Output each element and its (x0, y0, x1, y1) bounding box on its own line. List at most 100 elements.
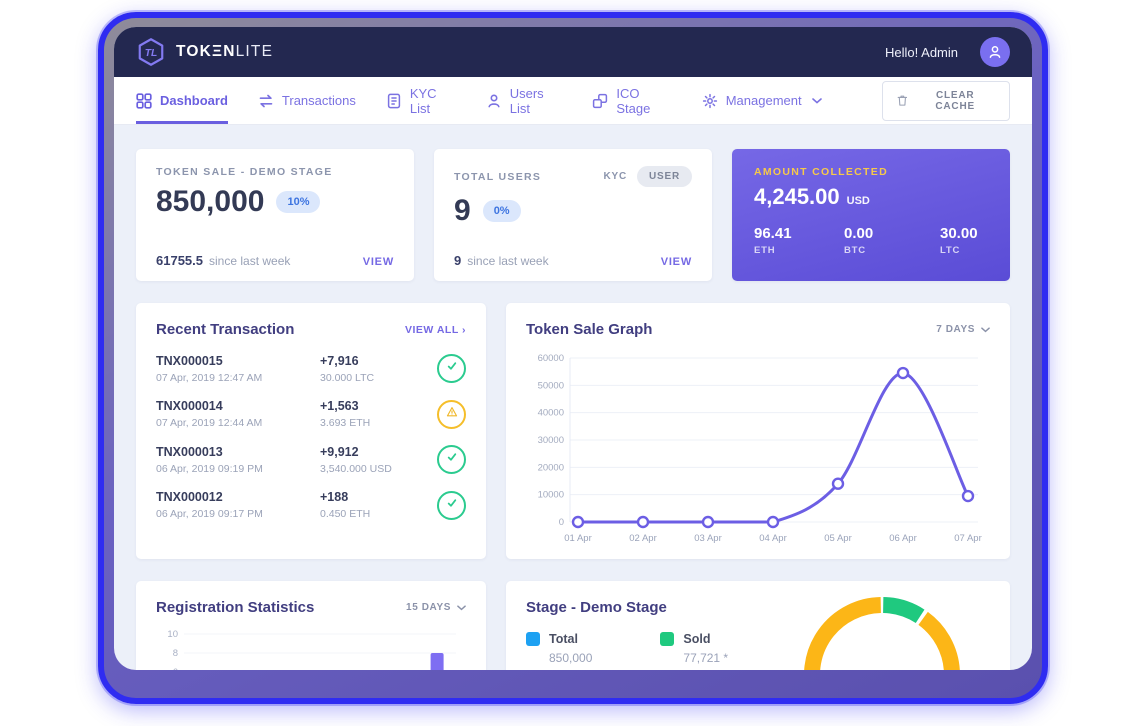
breakdown-value: 30.00 (940, 225, 978, 242)
avatar[interactable] (980, 37, 1010, 67)
nav-item-users-list[interactable]: Users List (486, 77, 563, 124)
nav-item-label: ICO Stage (616, 85, 651, 116)
transaction-row: TNX000013 06 Apr, 2019 09:19 PM +9,912 3,54… (156, 445, 466, 475)
legend-swatch (526, 632, 540, 646)
nav-item-transactions[interactable]: Transactions (258, 77, 356, 124)
nav-item-label: Transactions (281, 93, 356, 108)
svg-text:8: 8 (173, 648, 178, 659)
svg-text:01 Apr: 01 Apr (564, 533, 591, 544)
token-sale-graph-panel: Token Sale Graph 7 DAYS 0 10000 20000 30000… (506, 303, 1010, 559)
gear-icon (702, 93, 718, 109)
total-users-card: TOTAL USERS KYC USER 9 0% 9 since last w… (434, 149, 712, 281)
chevron-down-icon (811, 97, 822, 104)
transaction-row: TNX000012 06 Apr, 2019 09:17 PM +188 0.450 … (156, 490, 466, 520)
user-icon (486, 93, 502, 109)
svg-text:10000: 10000 (538, 490, 564, 501)
view-all-link[interactable]: VIEW ALL › (404, 323, 466, 336)
dashboard-screen: TL TOKΞNLITE Hello! Admin Dashboard Trans… (114, 27, 1032, 670)
svg-text:07 Apr: 07 Apr (954, 533, 981, 544)
token-sale-view-link[interactable]: VIEW (362, 256, 394, 268)
token-sale-delta: 61755.5 (156, 253, 203, 268)
amount-collected-value: 4,245.00 (754, 184, 840, 209)
transaction-id: TNX000012 (156, 490, 223, 504)
legend-item-sold: Sold 77,721 * (660, 632, 728, 665)
navbar: Dashboard Transactions KYC List Users List I… (114, 77, 1032, 125)
svg-text:02 Apr: 02 Apr (629, 533, 656, 544)
check-icon (445, 450, 459, 469)
legend-label: Total (549, 632, 578, 646)
transaction-detail: 30.000 LTC (320, 371, 375, 384)
user-toggle-option[interactable]: USER (637, 166, 692, 187)
svg-text:04 Apr: 04 Apr (759, 533, 786, 544)
svg-text:40000: 40000 (538, 408, 564, 419)
list-icon (386, 93, 402, 109)
total-users-value: 9 (454, 194, 471, 227)
breakdown-value: 96.41 (754, 225, 792, 242)
total-users-badge: 0% (482, 200, 521, 222)
cube-icon (592, 93, 608, 109)
swap-icon (258, 93, 274, 109)
total-users-delta-caption: since last week (467, 254, 549, 268)
tokenlite-logo-icon: TL (138, 38, 164, 66)
nav-item-kyc-list[interactable]: KYC List (386, 77, 456, 124)
breakdown-unit: ETH (754, 245, 776, 256)
nav-item-label: Management (725, 93, 802, 108)
greeting-text: Hello! Admin (885, 44, 958, 60)
check-icon (445, 496, 459, 515)
kyc-user-toggle[interactable]: KYC USER (603, 166, 692, 187)
chevron-down-icon (457, 604, 466, 611)
transaction-id: TNX000013 (156, 444, 223, 459)
svg-text:10: 10 (167, 629, 178, 640)
transaction-amount: +9,912 (320, 444, 359, 459)
transaction-status-badge (437, 354, 466, 383)
token-sale-delta-caption: since last week (209, 254, 291, 268)
check-icon (445, 359, 459, 378)
nav-item-management[interactable]: Management (702, 77, 822, 124)
token-sale-value: 850,000 (156, 185, 265, 218)
stage-legend: Total 850,000 Sold 77,721 * (526, 632, 990, 665)
transaction-detail: 3.693 ETH (320, 417, 371, 429)
breakdown-unit: BTC (844, 245, 866, 256)
svg-text:TL: TL (145, 48, 158, 59)
transaction-amount: +188 (320, 490, 349, 504)
breakdown-eth: 96.41 ETH (754, 225, 844, 256)
total-users-delta: 9 (454, 253, 462, 268)
breakdown-unit: LTC (940, 245, 961, 256)
registration-period-selector[interactable]: 15 DAYS (406, 602, 466, 613)
nav-item-ico-stage[interactable]: ICO Stage (592, 77, 671, 124)
legend-label: Sold (683, 632, 711, 646)
stage-donut-chart (782, 583, 982, 670)
person-icon (989, 46, 1001, 58)
stage-panel: Stage - Demo Stage Total 850,000 Sold 77,72… (506, 581, 1010, 670)
amount-collected-card: AMOUNT COLLECTED 4,245.00 USD 96.41 ETH 0.… (732, 149, 1010, 281)
breakdown-btc: 0.00 BTC (844, 225, 940, 256)
transaction-detail: 0.450 ETH (320, 508, 371, 520)
svg-text:30000: 30000 (538, 435, 564, 446)
clear-cache-button[interactable]: CLEAR CACHE (881, 80, 1010, 121)
nav-item-label: Users List (509, 85, 544, 116)
transaction-date: 06 Apr, 2019 09:17 PM (156, 508, 263, 520)
amount-collected-currency: USD (846, 195, 870, 207)
topbar: TL TOKΞNLITE Hello! Admin (114, 27, 1032, 77)
transaction-status-badge (437, 490, 466, 520)
clear-cache-label: CLEAR CACHE (935, 89, 975, 112)
transaction-id: TNX000015 (156, 353, 223, 368)
kyc-toggle-option[interactable]: KYC (603, 171, 628, 182)
transaction-amount: +1,563 (320, 399, 359, 413)
svg-text:20000: 20000 (538, 462, 564, 473)
nav-item-dashboard[interactable]: Dashboard (136, 77, 228, 124)
total-users-view-link[interactable]: VIEW (660, 256, 692, 268)
registration-statistics-title: Registration Statistics (156, 599, 315, 616)
dashboard-content: TOKEN SALE - DEMO STAGE 850,000 10% 6175… (114, 125, 1032, 670)
transaction-row: TNX000015 07 Apr, 2019 12:47 AM +7,916 30.0… (156, 354, 466, 384)
svg-text:06 Apr: 06 Apr (889, 533, 916, 544)
svg-text:60000: 60000 (538, 353, 564, 364)
breakdown-value: 0.00 (844, 225, 874, 242)
svg-text:05 Apr: 05 Apr (824, 533, 851, 544)
token-sale-line-chart: 0 10000 20000 30000 40000 50000 60000 01 Apr 02 … (538, 353, 982, 544)
transaction-amount: +7,916 (320, 353, 359, 368)
transaction-row: TNX000014 07 Apr, 2019 12:44 AM +1,563 3.69… (156, 399, 466, 429)
graph-period-selector[interactable]: 7 DAYS (936, 324, 990, 335)
grid-icon (136, 92, 152, 109)
svg-text:50000: 50000 (538, 380, 564, 391)
